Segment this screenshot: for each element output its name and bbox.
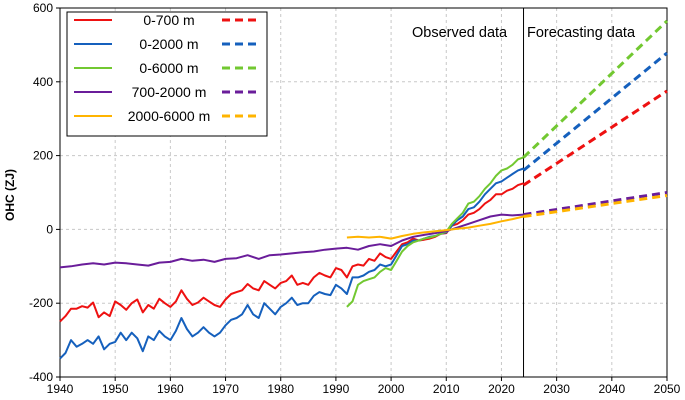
x-tick-label: 2010 [433, 382, 460, 396]
x-tick-label: 1950 [102, 382, 129, 396]
legend-label: 700-2000 m [132, 84, 207, 100]
legend-label: 0-6000 m [139, 60, 198, 76]
x-tick-label: 1980 [267, 382, 294, 396]
x-tick-label: 2030 [543, 382, 570, 396]
y-tick-label: 400 [33, 75, 53, 89]
y-axis-label: OHC (ZJ) [3, 169, 17, 221]
x-tick-label: 1960 [157, 382, 184, 396]
series-forecast-line [522, 19, 669, 159]
series-observed-line [346, 156, 524, 308]
series-forecast-line [522, 89, 668, 187]
x-tick-label: 2000 [378, 382, 405, 396]
y-tick-label: 600 [33, 1, 53, 15]
x-tick-label: 1970 [212, 382, 239, 396]
legend-label: 2000-6000 m [128, 108, 211, 124]
observed-data-label: Observed data [412, 25, 508, 41]
legend-label: 0-2000 m [139, 36, 198, 52]
series-forecast-line [522, 51, 668, 172]
x-tick-label: 1990 [323, 382, 350, 396]
series-observed-line [346, 215, 524, 240]
grid [60, 8, 667, 377]
y-tick-label: 0 [46, 222, 53, 236]
series-observed-line [59, 213, 524, 269]
series-forecast-line [523, 194, 668, 218]
x-tick-label: 1940 [47, 382, 74, 396]
y-tick-label: 200 [33, 149, 53, 163]
series-forecast-line [523, 191, 668, 217]
axis-ticks: 1940 1950 1960 1970 1980 1990 2000 2010 2020 2030… [29, 1, 681, 396]
y-tick-label: -200 [29, 296, 53, 310]
legend-label: 0-700 m [143, 12, 194, 28]
legend: 0-700 m 0-2000 m 0-6000 m 700-2000 m 2000-60… [66, 11, 268, 137]
y-tick-label: -400 [29, 370, 53, 384]
forecasting-data-label: Forecasting data [527, 25, 636, 41]
x-tick-label: 2020 [488, 382, 515, 396]
series-layer [59, 19, 669, 360]
x-tick-label: 2040 [598, 382, 625, 396]
x-tick-label: 2050 [654, 382, 681, 396]
